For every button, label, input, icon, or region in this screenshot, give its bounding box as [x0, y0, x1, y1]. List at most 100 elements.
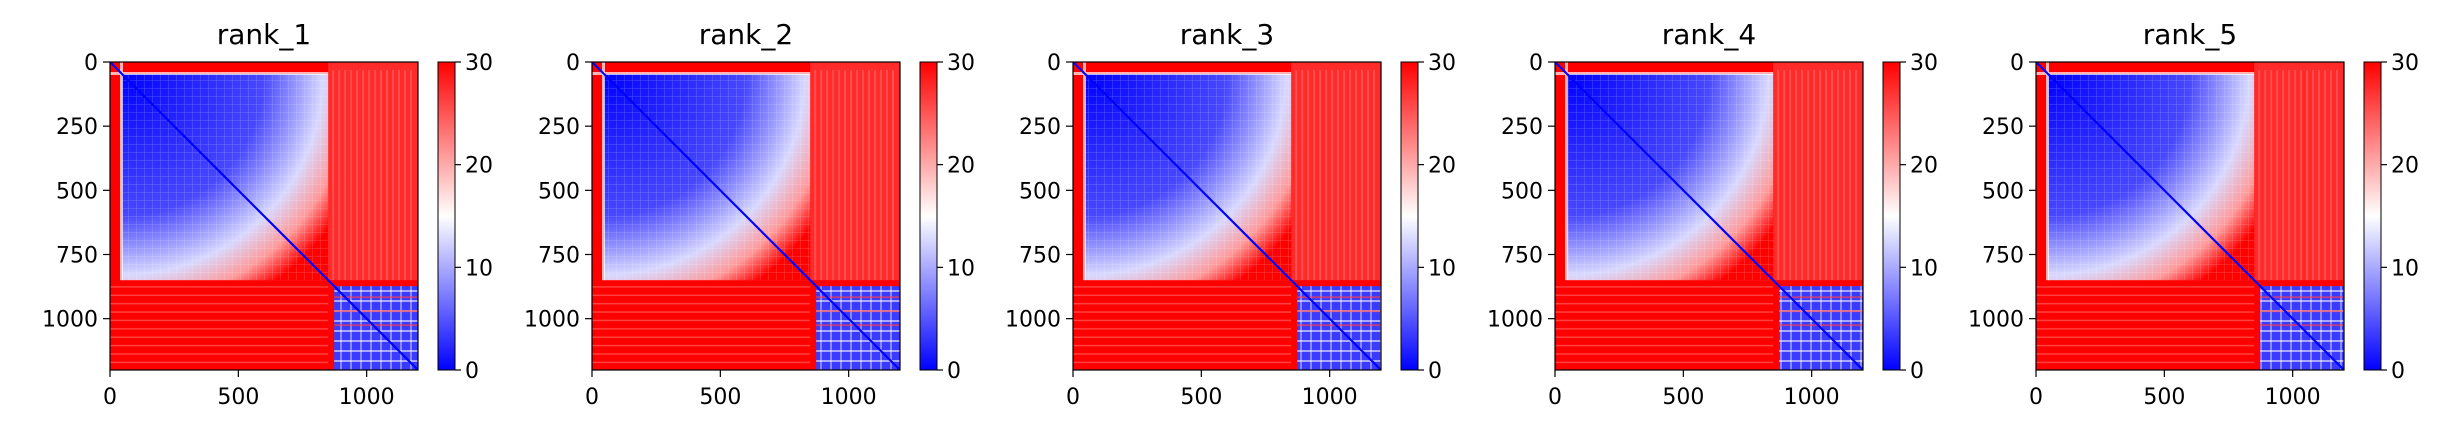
- heatmap-image: [1555, 62, 1863, 370]
- offdiag-stripe: [110, 336, 329, 338]
- axes-frame: [591, 61, 901, 371]
- y-tick-label: 0: [1529, 51, 1543, 76]
- small-block-stripe: [334, 324, 418, 327]
- y-tick-label: 750: [1501, 244, 1543, 269]
- offdiag-stripe: [820, 70, 823, 281]
- offdiag-stripe: [110, 311, 329, 313]
- colorbar-tick-label: 10: [1428, 256, 1456, 281]
- offdiag-stripe: [1819, 70, 1822, 281]
- heatmap-panel: rank_5 0 500 1000 0 250 500 750 1000 0 10 20 30: [1968, 18, 2419, 410]
- y-tick-label: 250: [56, 115, 98, 140]
- offdiag-stripe: [850, 70, 853, 281]
- offdiag-stripe: [344, 70, 347, 281]
- colorbar: [919, 61, 938, 371]
- panel-title: rank_4: [1662, 18, 1756, 51]
- offdiag-stripe: [1807, 70, 1810, 281]
- small-block-stripe: [2260, 296, 2344, 299]
- x-tick-label: 1000: [1784, 385, 1840, 410]
- y-tick-label: 0: [1047, 51, 1061, 76]
- x-tick-label: 1000: [821, 385, 877, 410]
- offdiag-stripe: [892, 70, 895, 281]
- offdiag-stripe: [398, 70, 401, 281]
- offdiag-stripe: [1319, 70, 1322, 281]
- panel-title: rank_2: [699, 18, 793, 51]
- axes-frame: [1072, 61, 1382, 371]
- offdiag-stripe: [1073, 311, 1292, 313]
- edge-col: [120, 62, 123, 281]
- offdiag-stripe: [1349, 70, 1352, 281]
- offdiag-stripe: [592, 286, 811, 288]
- colorbar-tick-label: 10: [465, 256, 493, 281]
- offdiag-stripe: [886, 70, 889, 281]
- offdiag-stripe: [1555, 336, 1774, 338]
- colorbar-tick-label: 0: [1428, 359, 1442, 384]
- offdiag-stripe: [2306, 70, 2309, 281]
- offdiag-stripe: [1337, 70, 1340, 281]
- y-tick-label: 500: [1982, 179, 2024, 204]
- y-tick-label: 0: [84, 51, 98, 76]
- y-tick-label: 0: [2010, 51, 2024, 76]
- colorbar: [1882, 61, 1901, 371]
- offdiag-stripe: [362, 70, 365, 281]
- y-tick-label: 500: [1019, 179, 1061, 204]
- offdiag-stripe: [844, 70, 847, 281]
- diagonal: [1073, 62, 1381, 370]
- x-tick-label: 0: [1548, 385, 1562, 410]
- y-tick-label: 1000: [1968, 308, 2024, 333]
- x-tick-label: 500: [1662, 385, 1704, 410]
- edge-row: [1555, 72, 1774, 75]
- axes-frame: [109, 61, 419, 371]
- colorbar-tick-label: 0: [2391, 359, 2405, 384]
- colorbar-tick-label: 30: [465, 51, 493, 76]
- colorbar: [1400, 61, 1419, 371]
- offdiag-region-top: [1291, 62, 1381, 281]
- x-tick-label: 1000: [2265, 385, 2321, 410]
- offdiag-stripe: [410, 70, 413, 281]
- small-block-stripe: [816, 324, 900, 327]
- offdiag-stripe: [1837, 70, 1840, 281]
- x-tick-label: 1000: [1302, 385, 1358, 410]
- offdiag-stripe: [2036, 319, 2255, 322]
- offdiag-stripe: [2336, 70, 2339, 281]
- colorbar-tick-label: 20: [2391, 154, 2419, 179]
- offdiag-stripe: [1789, 70, 1792, 281]
- x-tick-label: 1000: [339, 385, 395, 410]
- y-tick-label: 250: [538, 115, 580, 140]
- diagonal: [2036, 62, 2344, 370]
- offdiag-stripe: [592, 328, 811, 330]
- offdiag-stripe: [2330, 70, 2333, 281]
- offdiag-stripe: [1555, 294, 1774, 297]
- offdiag-stripe: [368, 70, 371, 281]
- offdiag-stripe: [2324, 70, 2327, 281]
- offdiag-stripe: [2036, 311, 2255, 313]
- colorbar-tick-label: 0: [1910, 359, 1924, 384]
- edge-row: [2036, 72, 2255, 75]
- axes-frame: [1554, 61, 1864, 371]
- edge-col: [1083, 62, 1086, 281]
- offdiag-stripe: [838, 70, 841, 281]
- colorbar-tick-label: 30: [947, 51, 975, 76]
- offdiag-stripe: [592, 319, 811, 322]
- axes-frame: [2035, 61, 2345, 371]
- offdiag-stripe: [1801, 70, 1804, 281]
- offdiag-stripe: [2036, 353, 2255, 355]
- offdiag-stripe: [1073, 344, 1292, 347]
- offdiag-stripe: [110, 344, 329, 347]
- heatmap-panel: rank_2 0 500 1000 0 250 500 750 1000 0 10 20 30: [524, 18, 975, 410]
- offdiag-stripe: [2300, 70, 2303, 281]
- offdiag-stripe: [1355, 70, 1358, 281]
- offdiag-stripe: [1073, 328, 1292, 330]
- offdiag-stripe: [1073, 286, 1292, 288]
- offdiag-stripe: [110, 286, 329, 288]
- panel-title: rank_1: [217, 18, 311, 51]
- small-block-stripe: [1297, 324, 1381, 327]
- colorbar-tick-label: 10: [2391, 256, 2419, 281]
- heatmap-image: [592, 62, 900, 370]
- panels-layer: rank_10 500 1000025050075010000102030rank_…: [42, 18, 2419, 410]
- offdiag-stripe: [1825, 70, 1828, 281]
- colorbar-tick-label: 10: [947, 256, 975, 281]
- offdiag-stripe: [1325, 70, 1328, 281]
- offdiag-stripe: [338, 70, 341, 281]
- offdiag-stripe: [1555, 286, 1774, 288]
- edge-row: [592, 72, 811, 75]
